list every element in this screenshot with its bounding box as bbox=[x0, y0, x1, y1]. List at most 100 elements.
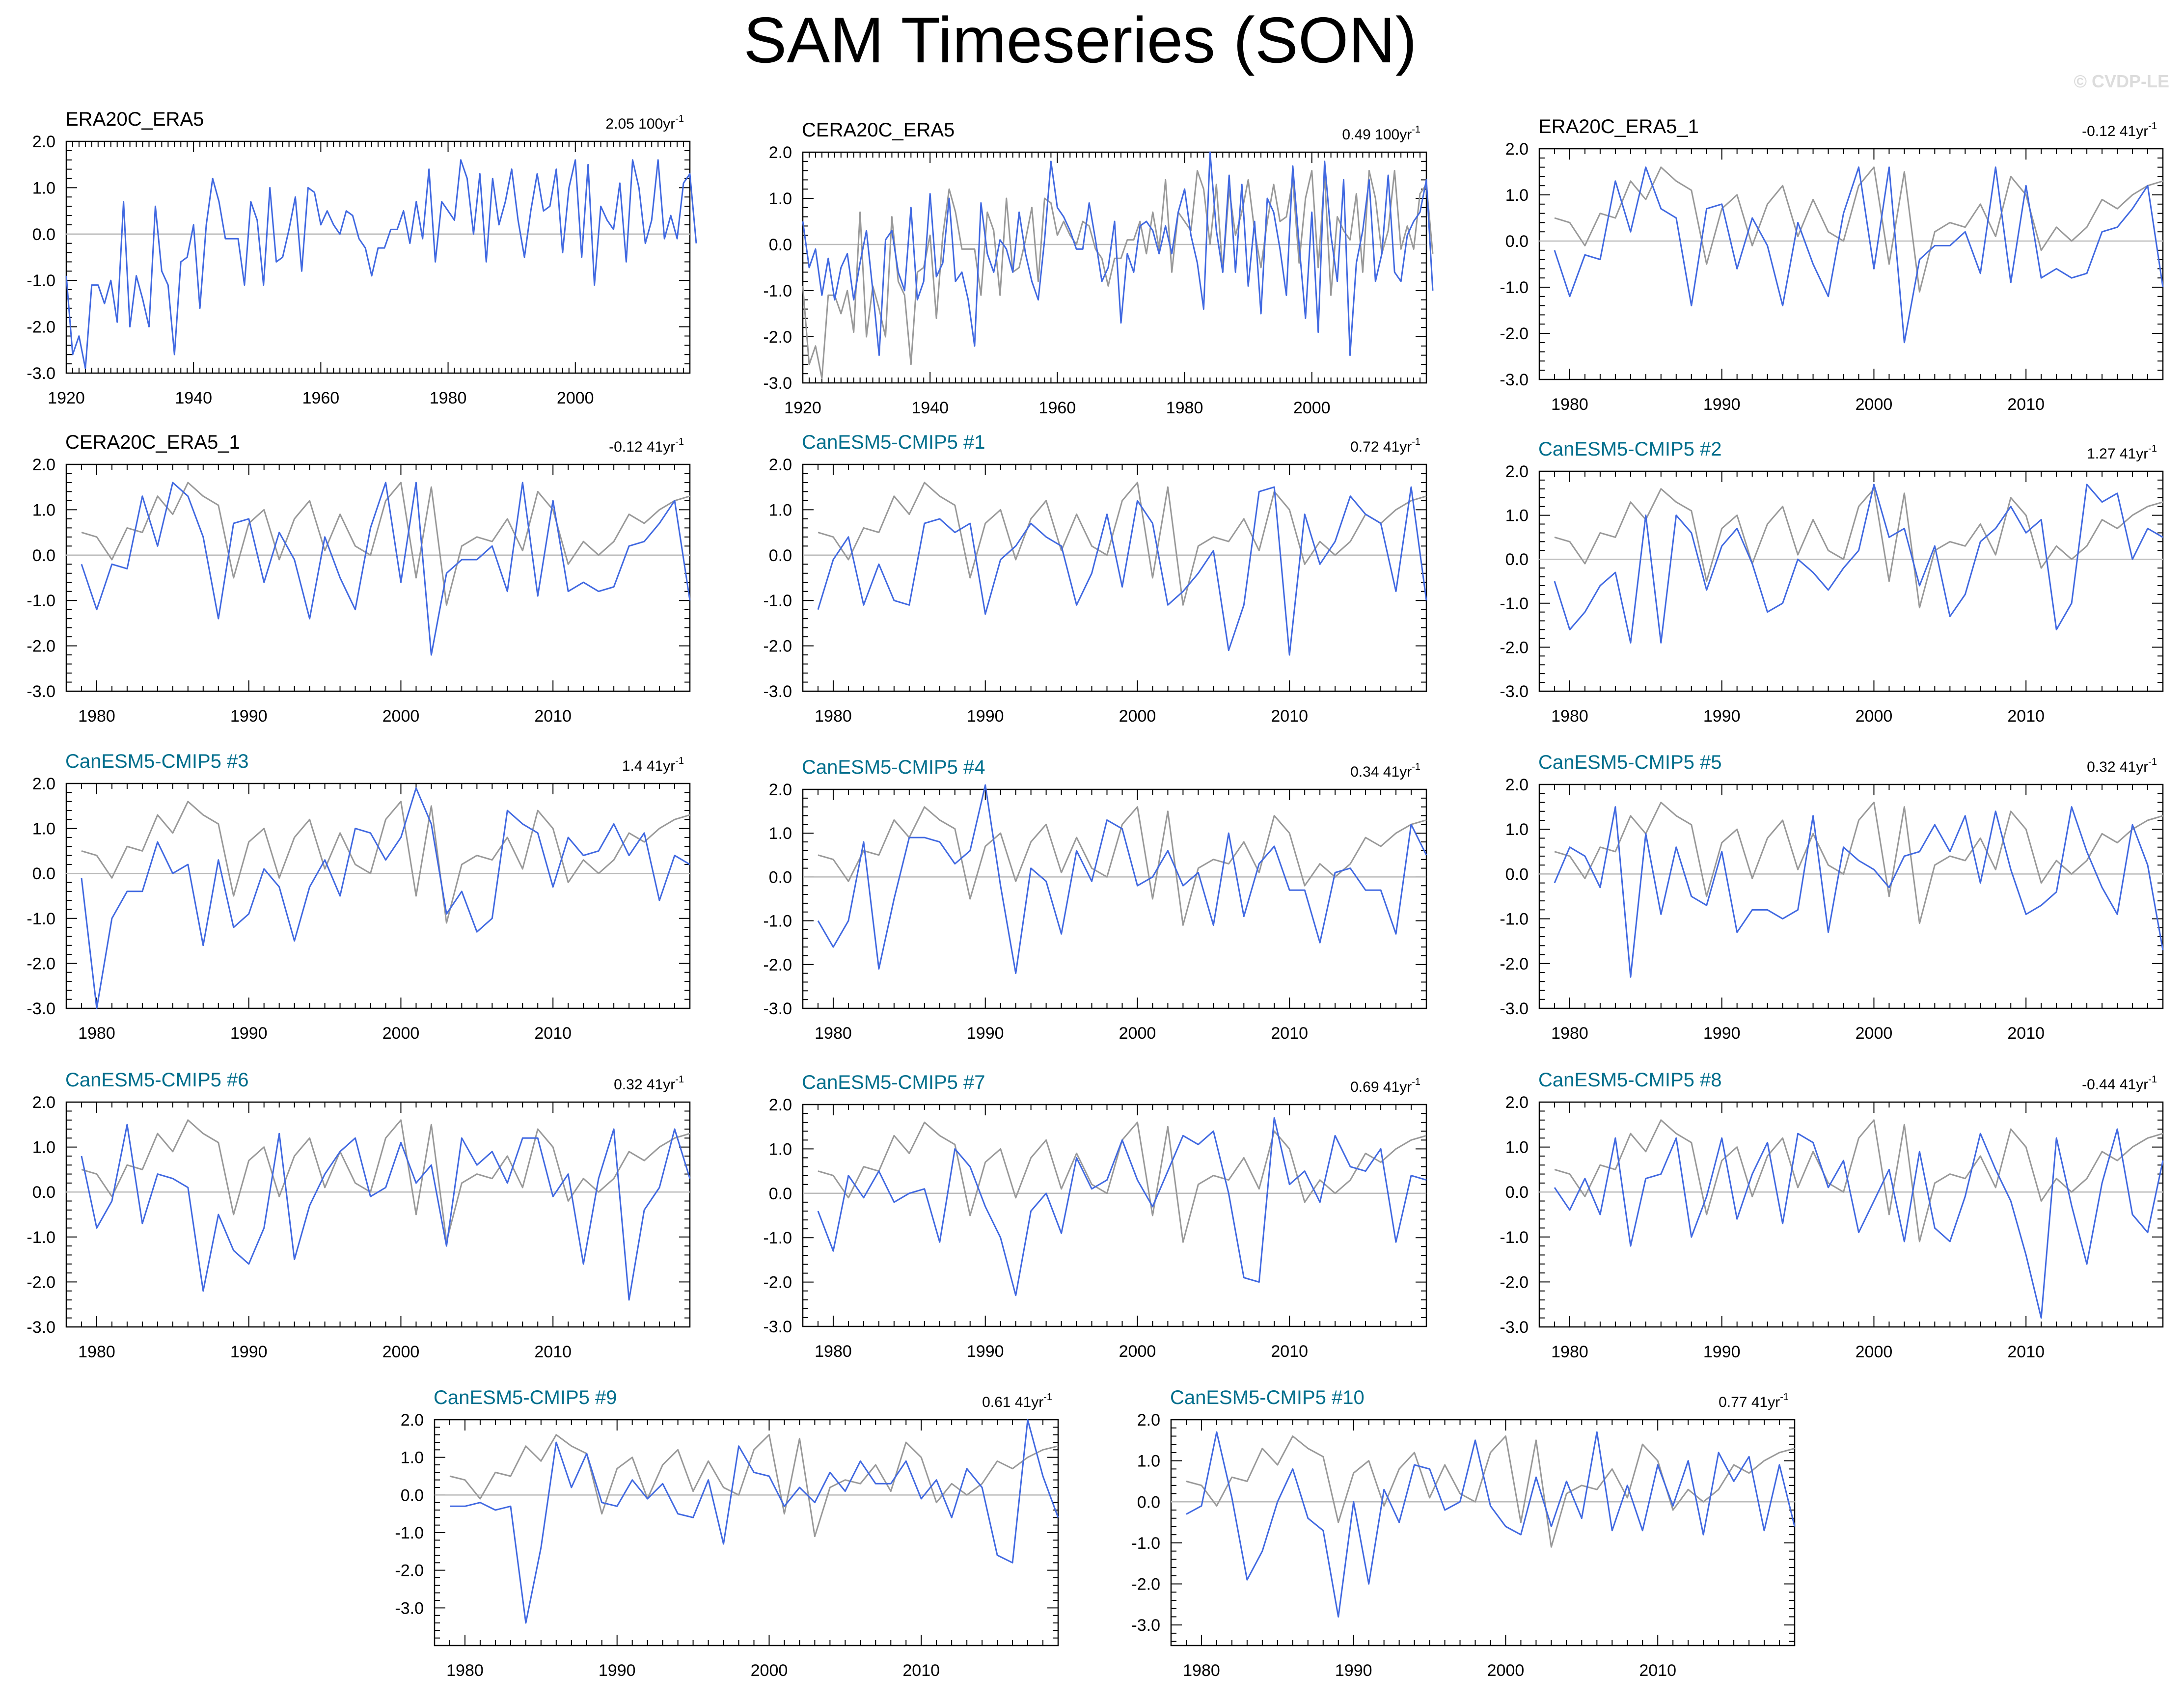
x-tick-label: 2000 bbox=[1487, 1661, 1525, 1680]
y-tick-label: -1.0 bbox=[27, 271, 55, 290]
plot-frame bbox=[802, 463, 1427, 692]
ensemble-series-line bbox=[450, 1419, 1059, 1624]
y-tick-label: -3.0 bbox=[763, 1318, 792, 1336]
panel-title: CanESM5-CMIP5 #7 bbox=[802, 1072, 985, 1093]
y-tick-label: -3.0 bbox=[1500, 999, 1529, 1018]
plot-frame bbox=[65, 1101, 691, 1328]
y-tick-label: -3.0 bbox=[763, 374, 792, 393]
y-tick-label: 0.0 bbox=[769, 868, 792, 887]
y-tick-label: -2.0 bbox=[1500, 324, 1529, 343]
y-tick-label: -2.0 bbox=[1500, 1273, 1529, 1292]
plot-frame bbox=[1538, 148, 2164, 380]
trend-label: 0.61 41yr-1 bbox=[982, 1392, 1052, 1410]
x-tick-label: 1990 bbox=[1703, 1343, 1741, 1361]
y-tick-label: 0.0 bbox=[401, 1486, 424, 1505]
y-tick-label: 0.0 bbox=[1505, 1183, 1529, 1202]
trend-label: 0.72 41yr-1 bbox=[1350, 436, 1420, 455]
x-tick-label: 2000 bbox=[382, 1024, 420, 1043]
ensemble-series-line bbox=[1554, 484, 2163, 644]
x-tick-label: 1980 bbox=[1166, 399, 1203, 417]
observed-series-line bbox=[1554, 802, 2163, 924]
y-tick-label: -3.0 bbox=[395, 1599, 424, 1618]
y-tick-label: 2.0 bbox=[32, 133, 55, 151]
y-tick-label: 0.0 bbox=[1505, 865, 1529, 884]
panel-title: ERA20C_ERA5 bbox=[65, 108, 204, 130]
y-tick-label: -1.0 bbox=[27, 1228, 55, 1247]
panel-title: CERA20C_ERA5_1 bbox=[65, 432, 240, 453]
y-tick-label: -2.0 bbox=[27, 637, 55, 656]
y-tick-label: 0.0 bbox=[32, 546, 55, 565]
x-tick-label: 1980 bbox=[1551, 395, 1588, 414]
y-tick-label: 1.0 bbox=[1137, 1452, 1160, 1471]
x-tick-label: 1990 bbox=[967, 1342, 1004, 1361]
y-tick-label: -2.0 bbox=[395, 1562, 424, 1580]
y-tick-label: 1.0 bbox=[1505, 186, 1529, 205]
plot-frame bbox=[65, 783, 691, 1009]
x-tick-label: 2010 bbox=[2007, 395, 2045, 414]
x-tick-label: 1990 bbox=[1703, 395, 1741, 414]
y-tick-label: -3.0 bbox=[27, 682, 55, 701]
y-tick-label: 1.0 bbox=[32, 179, 55, 197]
ensemble-series-line bbox=[1186, 1431, 1796, 1618]
trend-label: 1.27 41yr-1 bbox=[2087, 443, 2157, 462]
trend-label: 0.32 41yr-1 bbox=[614, 1074, 684, 1093]
x-tick-label: 1990 bbox=[230, 1024, 268, 1043]
ensemble-series-line bbox=[817, 486, 1427, 656]
panel-title: CanESM5-CMIP5 #6 bbox=[65, 1069, 248, 1091]
observed-series-line bbox=[802, 170, 1434, 379]
y-tick-label: 0.0 bbox=[769, 236, 792, 254]
y-tick-label: -3.0 bbox=[1500, 1318, 1529, 1337]
plot-frame bbox=[802, 788, 1427, 1009]
y-tick-label: -3.0 bbox=[27, 999, 55, 1018]
x-tick-label: 1990 bbox=[230, 707, 268, 726]
x-tick-label: 2010 bbox=[1271, 1342, 1308, 1361]
panel-title: CanESM5-CMIP5 #1 bbox=[802, 432, 985, 453]
x-tick-label: 1980 bbox=[1551, 1343, 1588, 1361]
y-tick-label: -2.0 bbox=[1131, 1575, 1160, 1594]
x-tick-label: 1980 bbox=[78, 1024, 115, 1043]
y-tick-label: -3.0 bbox=[1500, 682, 1529, 701]
y-tick-label: -1.0 bbox=[763, 912, 792, 931]
y-tick-label: 2.0 bbox=[769, 456, 792, 474]
x-tick-label: 1990 bbox=[1335, 1661, 1372, 1680]
ensemble-series-line bbox=[1554, 1128, 2164, 1319]
y-tick-label: 2.0 bbox=[32, 1093, 55, 1112]
x-tick-label: 1920 bbox=[48, 389, 85, 407]
x-tick-label: 2010 bbox=[534, 1343, 572, 1361]
chart-panel: 2.0 1.0 0.0 -1.0 -2.0 -3.0 1920 1940 1960 1980 200… bbox=[763, 119, 1434, 417]
ensemble-series-line bbox=[1554, 806, 2164, 978]
trend-label: -0.12 41yr-1 bbox=[609, 436, 684, 455]
x-tick-label: 2000 bbox=[1856, 1343, 1893, 1361]
y-tick-label: -2.0 bbox=[763, 328, 792, 347]
plot-frame bbox=[802, 1104, 1427, 1327]
y-tick-label: -1.0 bbox=[395, 1524, 424, 1542]
x-tick-label: 1990 bbox=[967, 707, 1004, 726]
panel-title: CanESM5-CMIP5 #9 bbox=[434, 1387, 617, 1408]
trend-label: -0.12 41yr-1 bbox=[2082, 121, 2157, 139]
panel-title: CanESM5-CMIP5 #3 bbox=[65, 751, 248, 772]
ensemble-series-line bbox=[802, 151, 1434, 356]
observed-series-line bbox=[81, 482, 690, 606]
x-tick-label: 2000 bbox=[751, 1661, 788, 1680]
plot-frame bbox=[1538, 783, 2164, 1009]
y-tick-label: -3.0 bbox=[1500, 371, 1529, 389]
observed-series-line bbox=[818, 482, 1427, 606]
x-tick-label: 2010 bbox=[534, 707, 572, 726]
observed-series-line bbox=[1554, 166, 2163, 293]
chart-panel: 2.0 1.0 0.0 -1.0 -2.0 -3.0 1980 1990 2000 2010 Can… bbox=[763, 1072, 1427, 1361]
x-tick-label: 2010 bbox=[1271, 1024, 1308, 1043]
chart-panel: 2.0 1.0 0.0 -1.0 -2.0 -3.0 1980 1990 2000 2010 Can… bbox=[1500, 1069, 2164, 1361]
chart-panel: 2.0 1.0 0.0 -1.0 -2.0 -3.0 1980 1990 2000 2010 Can… bbox=[763, 432, 1427, 726]
observed-series-line bbox=[1554, 1119, 2163, 1242]
x-tick-label: 2010 bbox=[2007, 1024, 2045, 1043]
x-tick-label: 2000 bbox=[1856, 1024, 1893, 1043]
page-title: SAM Timeseries (SON) bbox=[743, 4, 1417, 76]
y-tick-label: -1.0 bbox=[1500, 910, 1529, 929]
plot-frame bbox=[65, 463, 691, 692]
y-tick-label: -1.0 bbox=[27, 910, 55, 928]
y-tick-label: 2.0 bbox=[769, 143, 792, 162]
panel-title: CanESM5-CMIP5 #4 bbox=[802, 756, 985, 778]
y-tick-label: -1.0 bbox=[763, 1229, 792, 1247]
x-tick-label: 2010 bbox=[1271, 707, 1308, 726]
y-tick-label: -1.0 bbox=[1500, 1228, 1529, 1247]
